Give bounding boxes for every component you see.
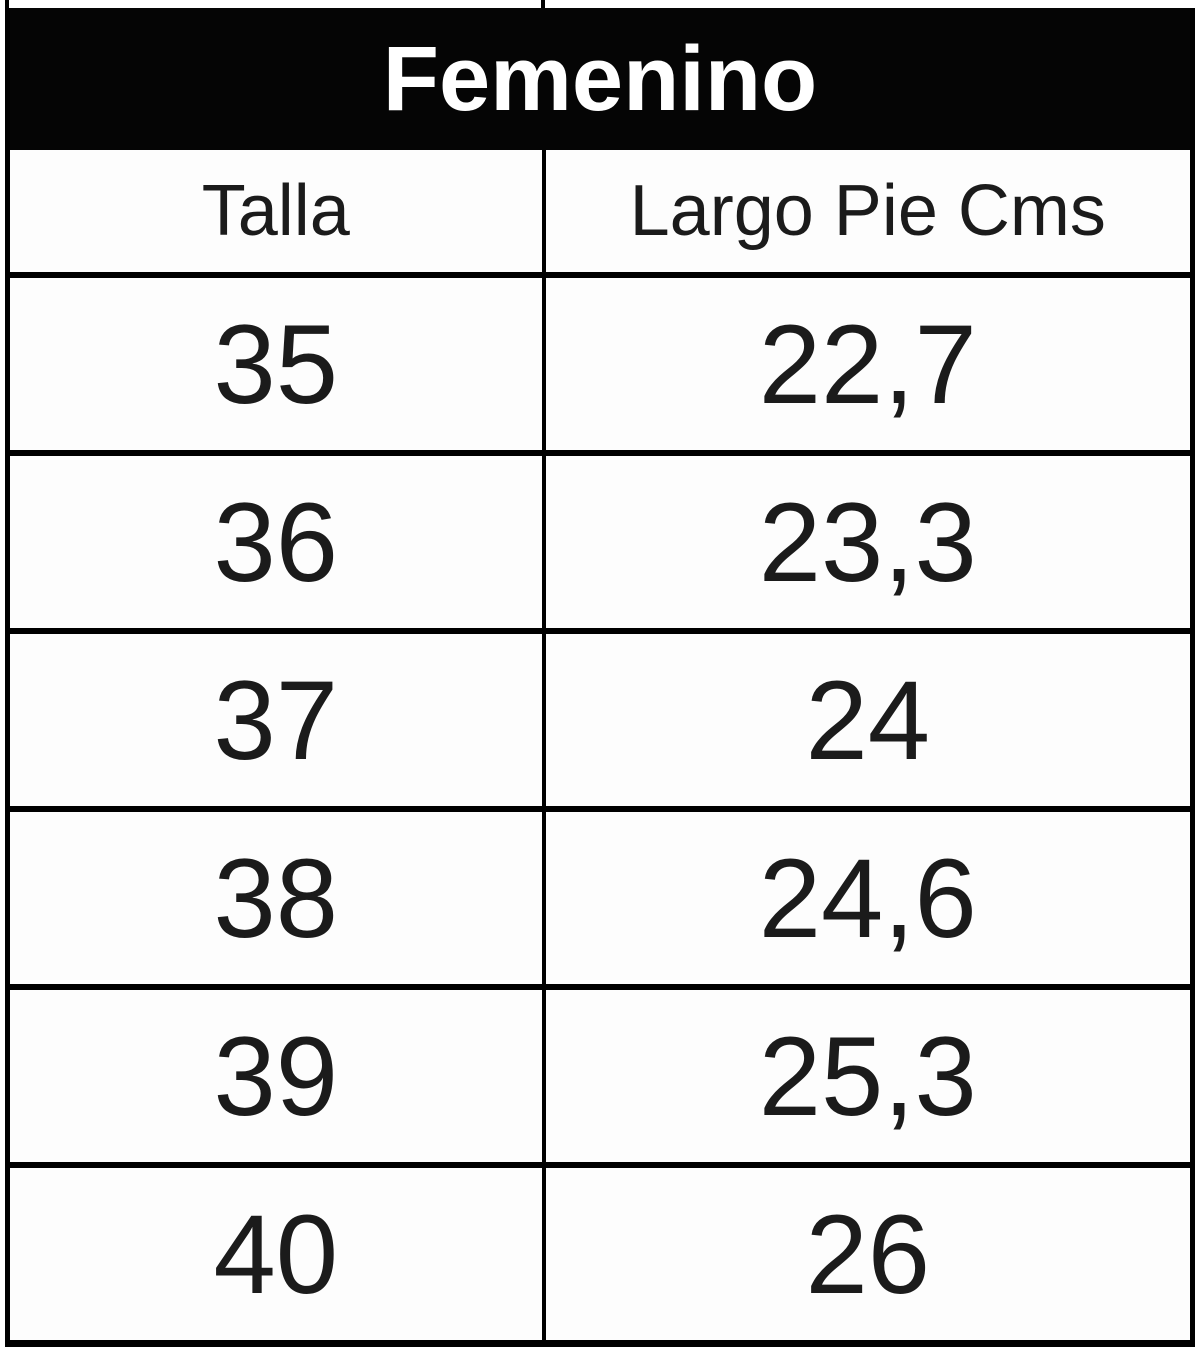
talla-cell: 40 (5, 1162, 546, 1346)
largo-cell: 22,7 (541, 272, 1195, 455)
talla-cell: 35 (5, 272, 546, 455)
table-row: 37 24 (5, 628, 1195, 811)
talla-cell: 38 (5, 806, 546, 989)
table-row: 36 23,3 (5, 450, 1195, 633)
table-row: 39 25,3 (5, 984, 1195, 1167)
talla-cell: 36 (5, 450, 546, 633)
table-row: 40 26 (5, 1162, 1195, 1346)
talla-cell: 37 (5, 628, 546, 811)
title-row: Femenino (7, 8, 1193, 150)
largo-cell: 26 (541, 1162, 1195, 1346)
largo-cell: 24,6 (541, 806, 1195, 989)
table-row: 35 22,7 (5, 272, 1195, 455)
column-header-talla: Talla (5, 150, 546, 277)
largo-cell: 24 (541, 628, 1195, 811)
talla-cell: 39 (5, 984, 546, 1167)
largo-cell: 23,3 (541, 450, 1195, 633)
column-header-largo-pie-cms: Largo Pie Cms (541, 150, 1195, 277)
table-title: Femenino (7, 8, 1193, 150)
size-table: Femenino Talla Largo Pie Cms 35 22,7 36 … (5, 8, 1195, 1347)
header-row: Talla Largo Pie Cms (5, 150, 1195, 277)
largo-cell: 25,3 (541, 984, 1195, 1167)
table-row: 38 24,6 (5, 806, 1195, 989)
